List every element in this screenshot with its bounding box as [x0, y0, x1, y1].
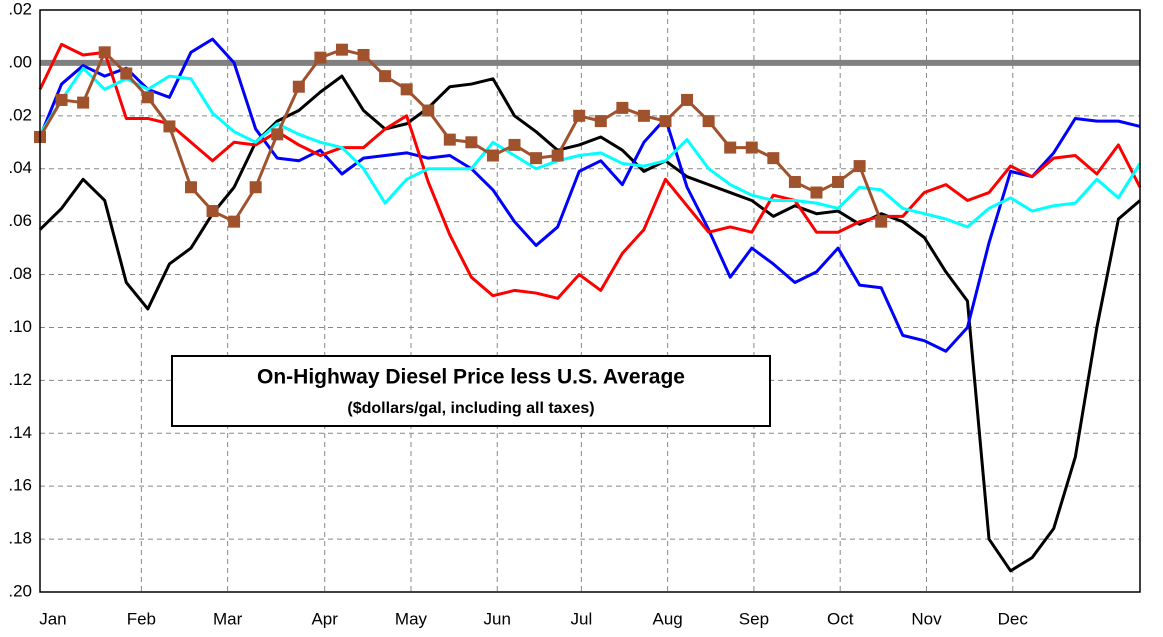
x-tick-label: Feb: [127, 609, 156, 628]
series-marker: [530, 152, 543, 165]
plot-frame: [39, 9, 1141, 593]
y-tick-label: .18: [8, 529, 32, 548]
y-tick-label: .14: [8, 423, 32, 442]
series-marker: [724, 141, 737, 154]
series-line: [38, 66, 1142, 229]
series-line: [38, 74, 1141, 573]
series-marker: [55, 93, 68, 106]
series-marker: [77, 96, 90, 109]
y-tick-label: .10: [8, 317, 32, 336]
series-marker: [659, 115, 672, 128]
x-tick-label: Sep: [739, 609, 769, 628]
y-tick-label: .12: [8, 370, 32, 389]
x-tick-label: Apr: [311, 609, 338, 628]
series-marker: [788, 175, 801, 188]
series-marker: [184, 181, 197, 194]
series-marker: [637, 109, 650, 122]
series-marker: [98, 46, 111, 59]
series-marker: [400, 83, 413, 96]
series-marker: [163, 120, 176, 133]
series-marker: [314, 51, 327, 64]
series-marker: [853, 160, 866, 173]
x-tick-label: Aug: [653, 609, 683, 628]
x-tick-label: Nov: [911, 609, 942, 628]
series-marker: [767, 152, 780, 165]
y-tick-label: .02: [8, 0, 32, 18]
series-marker: [551, 149, 564, 162]
x-tick-label: Jul: [571, 609, 593, 628]
x-tick-label: May: [395, 609, 428, 628]
series-marker: [486, 149, 499, 162]
series-marker: [508, 138, 521, 151]
y-tick-label: .16: [8, 476, 32, 495]
series-marker: [228, 215, 241, 228]
series-marker: [832, 175, 845, 188]
series-marker: [616, 101, 629, 114]
series-line: [38, 42, 1142, 300]
series-marker: [443, 133, 456, 146]
series-marker: [875, 215, 888, 228]
series-marker: [292, 80, 305, 93]
x-tick-label: Oct: [827, 609, 854, 628]
series-marker: [120, 67, 133, 80]
y-tick-label: .02: [8, 105, 32, 124]
series-marker: [206, 205, 219, 218]
series-marker: [379, 70, 392, 83]
series-line: [38, 37, 1141, 353]
y-tick-label: .20: [8, 581, 32, 600]
x-tick-label: Mar: [213, 609, 243, 628]
x-tick-label: Dec: [998, 609, 1029, 628]
series-marker: [422, 104, 435, 117]
x-tick-label: Jun: [484, 609, 511, 628]
series-marker: [271, 128, 284, 141]
chart-title: On-Highway Diesel Price less U.S. Averag…: [257, 366, 685, 389]
x-tick-label: Jan: [39, 609, 66, 628]
series-marker: [594, 115, 607, 128]
series-marker: [335, 43, 348, 56]
series-marker: [745, 141, 758, 154]
series-line: [38, 48, 883, 224]
y-tick-label: .06: [8, 211, 32, 230]
series-marker: [702, 115, 715, 128]
series-marker: [141, 91, 154, 104]
y-tick-label: .00: [8, 52, 32, 71]
chart-subtitle: ($dollars/gal, including all taxes): [347, 400, 594, 417]
series-marker: [681, 93, 694, 106]
series-marker: [357, 48, 370, 61]
marks: [34, 37, 1142, 573]
title-box: [171, 355, 771, 427]
series-marker: [249, 181, 262, 194]
series-marker: [573, 109, 586, 122]
series-marker: [810, 186, 823, 199]
series-marker: [465, 136, 478, 149]
y-tick-label: .04: [8, 158, 32, 177]
y-tick-label: .08: [8, 264, 32, 283]
